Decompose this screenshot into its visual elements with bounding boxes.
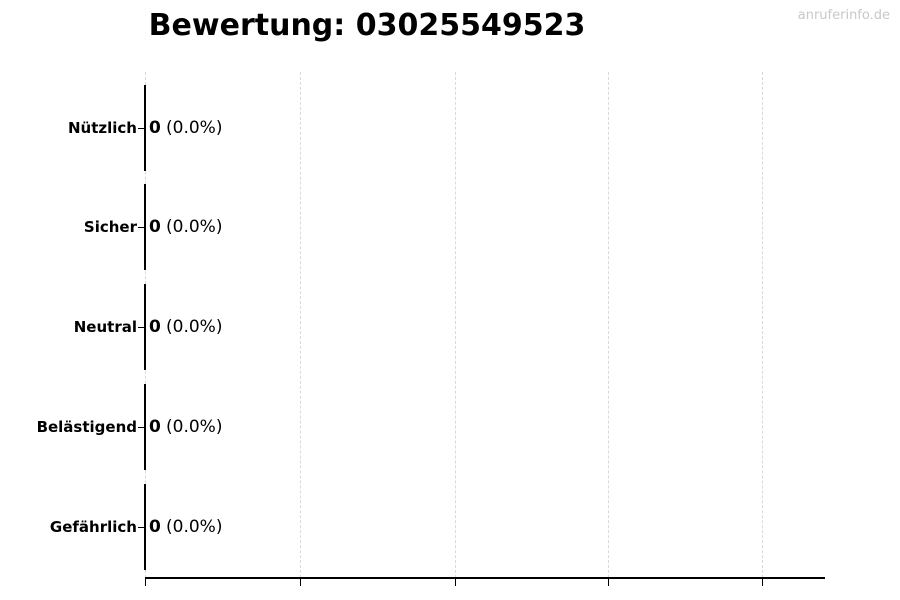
- gridline-2: [455, 72, 456, 578]
- bar-value-label-0: 0: [149, 118, 161, 138]
- y-axis-tick-2: [138, 327, 145, 328]
- bar-value-label-1: 0: [149, 217, 161, 237]
- bar-percent-label-3: (0.0%): [166, 417, 223, 437]
- bar-value-label-2: 0: [149, 317, 161, 337]
- plot-area: [145, 72, 824, 578]
- x-axis-tick-4: [762, 579, 763, 586]
- x-axis-spine: [145, 577, 825, 579]
- x-axis-tick-3: [608, 579, 609, 586]
- bar-percent-label-1: (0.0%): [166, 217, 223, 237]
- y-axis-tick-3: [138, 427, 145, 428]
- y-axis-label-2: Neutral: [73, 318, 137, 336]
- bar-4: [144, 484, 146, 570]
- bar-0: [144, 85, 146, 171]
- x-axis-tick-1: [300, 579, 301, 586]
- bar-3: [144, 384, 146, 470]
- bar-percent-label-4: (0.0%): [166, 517, 223, 537]
- bar-1: [144, 184, 146, 270]
- bar-percent-label-2: (0.0%): [166, 317, 223, 337]
- y-axis-tick-0: [138, 128, 145, 129]
- y-axis-label-4: Gefährlich: [49, 518, 137, 536]
- gridline-1: [300, 72, 301, 578]
- x-axis-tick-2: [455, 579, 456, 586]
- y-axis-label-3: Belästigend: [36, 418, 137, 436]
- x-axis-tick-0: [145, 579, 146, 586]
- bar-value-label-3: 0: [149, 417, 161, 437]
- watermark-anruferinfo: anruferinfo.de: [797, 8, 890, 23]
- y-axis-label-0: Nützlich: [68, 119, 137, 137]
- page-title: Bewertung: 03025549523: [148, 8, 586, 43]
- y-axis-tick-4: [138, 527, 145, 528]
- y-axis-label-1: Sicher: [83, 218, 137, 236]
- bar-2: [144, 284, 146, 370]
- gridline-3: [608, 72, 609, 578]
- bar-value-label-4: 0: [149, 517, 161, 537]
- bar-percent-label-0: (0.0%): [166, 118, 223, 138]
- gridline-4: [762, 72, 763, 578]
- y-axis-tick-1: [138, 227, 145, 228]
